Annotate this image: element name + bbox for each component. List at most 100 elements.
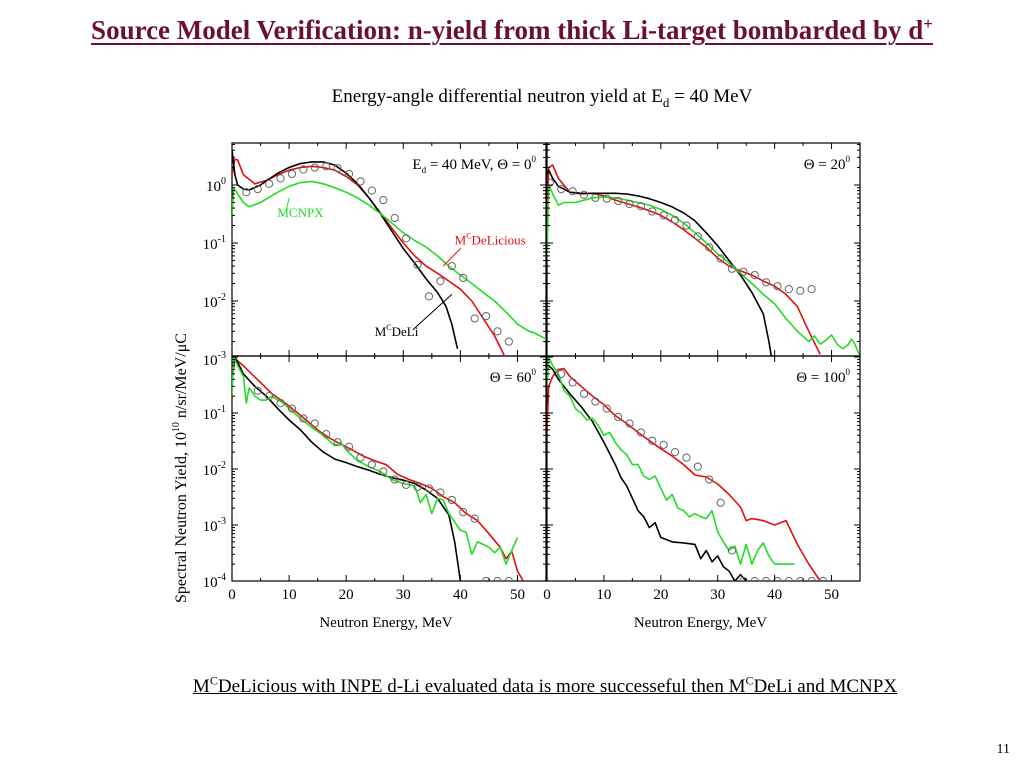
experiment-point	[659, 440, 668, 449]
experiment-point	[390, 475, 399, 484]
experiment-point	[796, 286, 805, 295]
conclusion-part: M	[192, 676, 210, 698]
y-tick-base: 10	[203, 237, 218, 253]
x-tick-label: 30	[396, 587, 411, 603]
experiment-point	[557, 184, 566, 194]
series-line-mcdeli	[232, 356, 462, 581]
series-line-mcdelicious	[232, 357, 524, 581]
panel-series	[232, 150, 546, 356]
experiment-point	[265, 392, 274, 401]
x-tick-label: 10	[282, 587, 297, 603]
series-line-mcnpx	[547, 184, 860, 356]
panel-label: Θ = 200	[804, 154, 851, 173]
experiment-point	[784, 576, 793, 581]
panel-label: Ed = 40 MeV, Θ = 00	[412, 154, 536, 175]
experiment-point	[614, 412, 623, 422]
experiment-point	[242, 188, 251, 197]
experiment-point	[356, 177, 365, 186]
experiment-point	[379, 467, 388, 476]
panel-series	[232, 356, 524, 581]
annotation-mcdeli: MCDeLi	[375, 323, 419, 339]
y-tick-base: 10	[203, 353, 218, 369]
panel-frame	[546, 142, 861, 357]
experiment-point	[625, 199, 634, 209]
experiment-point	[750, 576, 759, 581]
annotation-prefix: M	[375, 324, 387, 339]
conclusion-sup: C	[209, 674, 218, 688]
experiment-point	[344, 169, 354, 179]
chart-subtitle: Energy-angle differential neutron yield …	[0, 86, 1024, 111]
experiment-point	[602, 194, 611, 203]
experiment-point	[413, 482, 422, 491]
x-tick-label: 30	[710, 587, 725, 603]
panel-label-part: Θ = 100	[796, 370, 845, 386]
annotation-leader	[412, 294, 453, 331]
experiment-point	[773, 576, 782, 581]
experiment-point	[693, 462, 702, 471]
x-tick-label: 20	[339, 587, 354, 603]
subtitle-suffix: = 40 MeV	[669, 86, 753, 107]
panel-label-part: E	[412, 157, 421, 173]
y-tick-label: 10-2	[203, 460, 226, 479]
experiment-point	[424, 292, 434, 301]
experiment-point	[504, 337, 513, 346]
experiment-point	[602, 404, 611, 413]
y-axis-label-part: n/sr/MeV/μC	[173, 333, 190, 422]
y-tick-exponent: -2	[218, 292, 226, 303]
experiment-point	[436, 277, 445, 286]
y-tick-exponent: -1	[218, 404, 226, 415]
experiment-point	[276, 399, 285, 408]
annotation-prefix: M	[455, 232, 467, 247]
panel-series	[547, 356, 828, 581]
experiment-point	[648, 436, 657, 445]
x-tick-label: 0	[228, 587, 236, 603]
experiment-point	[591, 397, 600, 406]
experiment-point	[784, 285, 793, 294]
series-line-mcdeli	[547, 364, 747, 581]
experiment-point	[287, 404, 297, 413]
experiment-point	[693, 232, 702, 241]
experiment-point	[322, 429, 331, 439]
annotation-sup: C	[386, 323, 391, 332]
experiment-point	[470, 514, 479, 523]
x-tick-label: 20	[653, 587, 668, 603]
panel-label-superscript: 0	[532, 154, 537, 164]
panel-label-subscript: d	[422, 165, 427, 175]
experiment-point	[402, 480, 411, 490]
series-line-mcnpx	[232, 180, 546, 340]
annotation-text: MCNPX	[277, 205, 324, 220]
experiment-point	[459, 273, 468, 283]
experiment-point	[379, 195, 388, 205]
experiment-point	[796, 576, 805, 581]
conclusion-text: MCDeLicious with INPE d-Li evaluated dat…	[0, 674, 1024, 698]
experiment-point	[557, 369, 566, 378]
y-axis-label-exponent: 10	[171, 422, 182, 432]
panel-frame	[546, 355, 861, 582]
x-tick-label: 0	[543, 587, 551, 603]
slide-title: Source Model Verification: n-yield from …	[0, 14, 1024, 46]
annotation-leader	[286, 197, 290, 210]
y-tick-exponent: 0	[221, 176, 226, 187]
experiment-point	[310, 163, 319, 172]
experiment-point	[424, 484, 434, 493]
experiment-point	[818, 576, 828, 581]
experiment-point	[493, 576, 502, 581]
annotation-text: DeLicious	[472, 232, 526, 247]
experiment-point	[682, 453, 691, 462]
experiment-point	[591, 193, 600, 202]
annotation-leader	[442, 247, 462, 267]
y-tick-label: 10-3	[203, 350, 226, 369]
x-tick-label: 40	[767, 587, 782, 603]
panel-label: Θ = 1000	[796, 367, 850, 386]
y-tick-label: 10-1	[203, 404, 226, 423]
experiment-point	[568, 378, 577, 387]
page-number: 11	[996, 742, 1010, 757]
panel-label-part: Θ = 20	[804, 157, 846, 173]
y-tick-base: 10	[203, 407, 218, 423]
y-tick-exponent: -2	[218, 460, 226, 471]
panel-label-superscript: 0	[532, 367, 537, 377]
x-axis-label: Neutron Energy, MeV	[319, 615, 452, 631]
series-line-mcdelicious	[547, 367, 821, 581]
